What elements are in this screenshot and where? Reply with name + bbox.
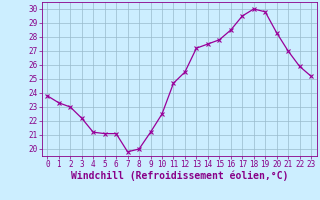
X-axis label: Windchill (Refroidissement éolien,°C): Windchill (Refroidissement éolien,°C) xyxy=(70,171,288,181)
